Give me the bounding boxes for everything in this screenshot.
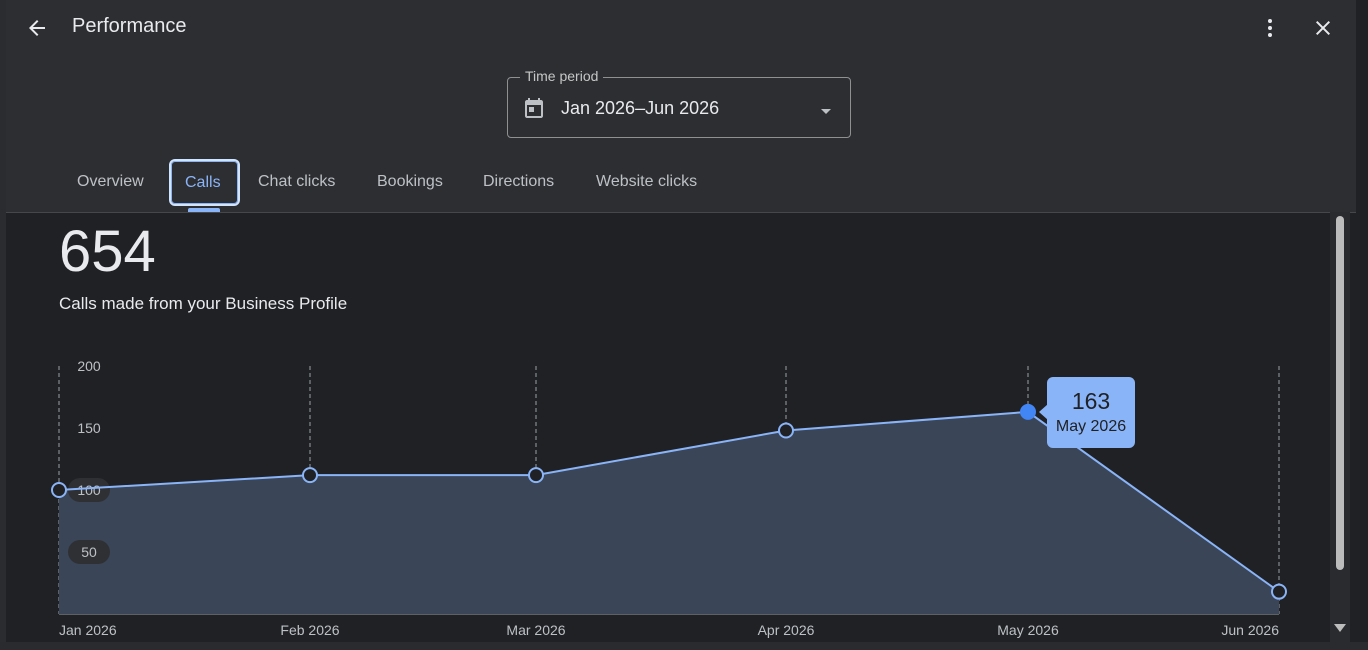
page-title: Performance bbox=[72, 15, 187, 37]
time-period-value: Jan 2026–Jun 2026 bbox=[561, 98, 720, 118]
tab-website-clicks[interactable]: Website clicks bbox=[596, 173, 698, 190]
tab-chat-clicks[interactable]: Chat clicks bbox=[258, 173, 336, 190]
dialog-header: Performance Time period Jan 2026–Jun 202… bbox=[6, 0, 1356, 213]
x-tick-label: May 2026 bbox=[997, 622, 1059, 638]
data-point[interactable] bbox=[51, 482, 67, 498]
y-tick-label: 200 bbox=[77, 358, 101, 374]
tab-bookings[interactable]: Bookings bbox=[377, 173, 443, 190]
more-vert-icon bbox=[1268, 19, 1272, 37]
active-tab-indicator bbox=[188, 208, 220, 212]
scroll-down-arrow-icon[interactable] bbox=[1334, 624, 1346, 632]
time-period-select[interactable]: Time period Jan 2026–Jun 2026 bbox=[507, 68, 851, 138]
y-tick-pill bbox=[68, 478, 110, 502]
arrow-left-icon bbox=[29, 20, 45, 36]
x-tick-label: Feb 2026 bbox=[280, 622, 339, 638]
background-page-left bbox=[0, 0, 6, 650]
y-tick-label: 50 bbox=[81, 544, 97, 560]
calls-chart: 200 150 100 50 Jan 2026 Feb 2026 Mar 2026 Apr … bbox=[51, 358, 1287, 638]
dropdown-arrow-icon bbox=[821, 109, 831, 114]
background-page-bottom bbox=[0, 642, 1368, 650]
performance-dialog: Performance Time period Jan 2026–Jun 202… bbox=[6, 0, 1356, 642]
x-tick-label: Jan 2026 bbox=[59, 622, 117, 638]
tooltip-value: 163 bbox=[1071, 388, 1111, 414]
tab-bar: Overview Calls Chat clicks Bookings Dire… bbox=[6, 158, 1356, 212]
x-tick-label: Jun 2026 bbox=[1221, 622, 1279, 638]
close-button[interactable] bbox=[1303, 8, 1343, 48]
time-period-legend: Time period bbox=[520, 68, 604, 84]
data-point[interactable] bbox=[1271, 583, 1287, 600]
data-point[interactable] bbox=[778, 422, 794, 439]
y-tick-label: 100 bbox=[77, 482, 101, 498]
y-tick-pill bbox=[68, 540, 110, 564]
background-page-right bbox=[1356, 0, 1368, 650]
calendar-icon bbox=[525, 98, 543, 118]
tab-calls[interactable]: Calls bbox=[169, 159, 240, 206]
tooltip-label: May 2026 bbox=[1055, 418, 1127, 435]
tab-directions[interactable]: Directions bbox=[483, 173, 555, 190]
back-button[interactable] bbox=[17, 8, 57, 48]
calls-total: 654 bbox=[59, 219, 156, 284]
more-options-button[interactable] bbox=[1250, 8, 1290, 48]
close-icon bbox=[1316, 21, 1330, 35]
data-point-highlighted[interactable] bbox=[1020, 403, 1036, 420]
chart-tooltip: 163 May 2026 bbox=[1047, 377, 1135, 448]
y-tick-label: 150 bbox=[77, 420, 101, 436]
scrollbar[interactable] bbox=[1330, 212, 1350, 642]
x-tick-label: Apr 2026 bbox=[758, 622, 815, 638]
calls-description: Calls made from your Business Profile bbox=[59, 294, 348, 313]
x-tick-label: Mar 2026 bbox=[506, 622, 565, 638]
scrollbar-thumb[interactable] bbox=[1336, 216, 1344, 570]
tab-overview[interactable]: Overview bbox=[77, 173, 144, 190]
chart-area-fill bbox=[59, 411, 1279, 614]
data-point[interactable] bbox=[302, 467, 318, 484]
tooltip-pointer bbox=[1039, 404, 1048, 420]
data-point[interactable] bbox=[528, 467, 544, 484]
